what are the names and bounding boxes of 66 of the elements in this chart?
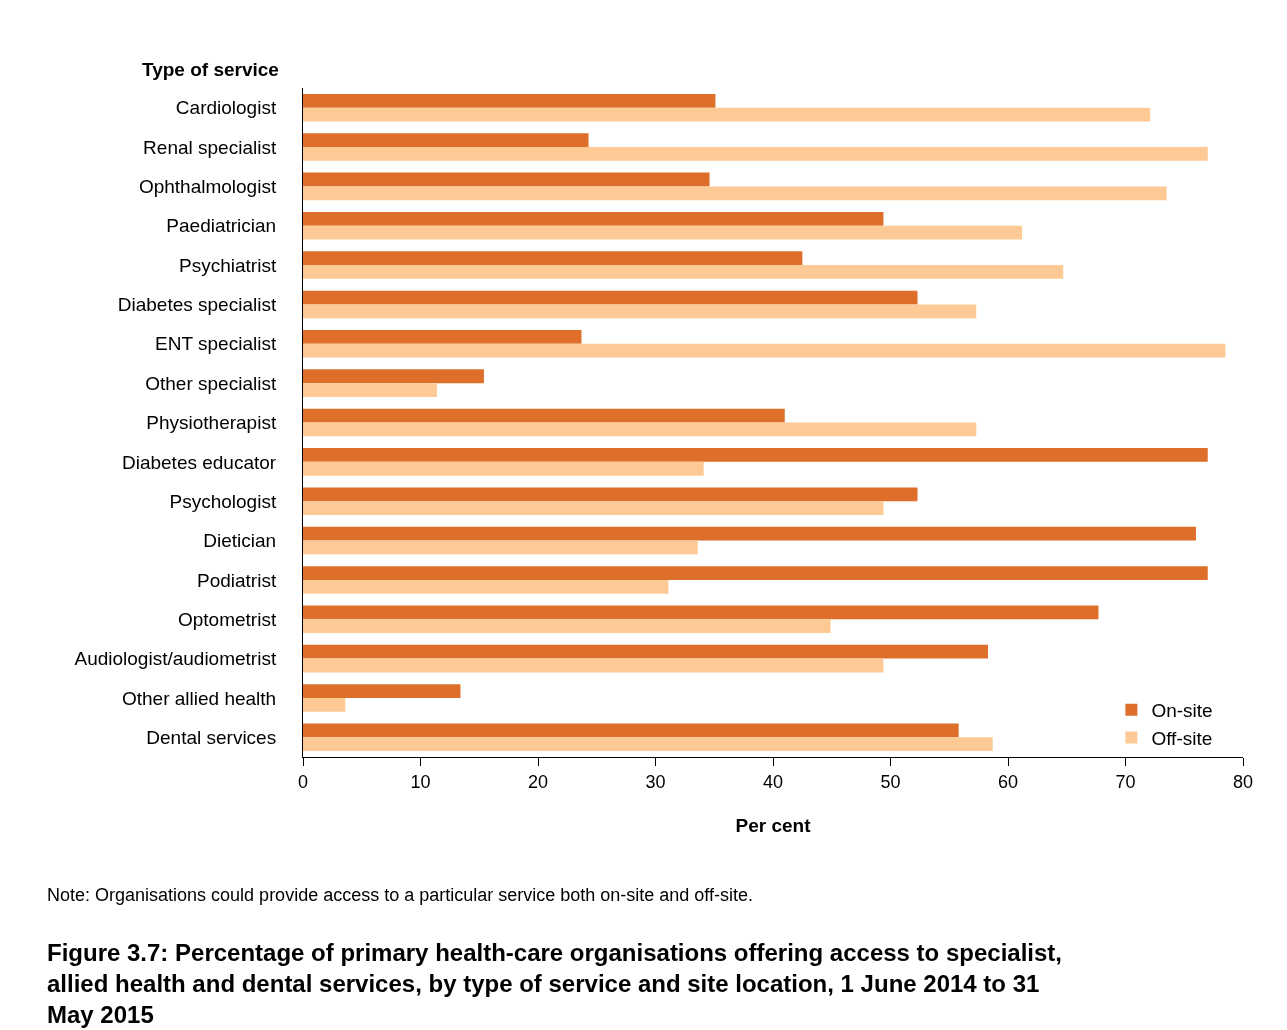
bar — [303, 147, 1208, 161]
x-tick-label: 50 — [880, 771, 901, 792]
bar — [303, 684, 461, 698]
x-tick-label: 70 — [1115, 771, 1136, 792]
bar — [303, 605, 1099, 620]
bar — [303, 501, 884, 515]
bar — [303, 304, 977, 319]
bar — [303, 290, 918, 305]
bar — [303, 461, 704, 476]
bar — [303, 383, 437, 397]
y-tick-label: Psychologist — [169, 490, 277, 512]
y-tick-label: Dental services — [146, 726, 277, 748]
bar — [303, 133, 589, 148]
y-tick-label: Ophthalmologist — [138, 176, 277, 198]
bar — [303, 644, 989, 659]
y-tick-label: Renal specialist — [143, 136, 277, 158]
y-tick-label: Other specialist — [145, 372, 277, 394]
y-tick-label: Diabetes specialist — [117, 294, 277, 316]
bar — [303, 225, 1023, 240]
bar — [303, 658, 884, 673]
bar — [303, 343, 1226, 358]
bar — [303, 369, 484, 384]
bar — [303, 448, 1208, 462]
bar — [303, 330, 582, 344]
legend-label: Off-site — [1151, 727, 1213, 749]
bar — [303, 186, 1167, 201]
y-tick-label: Podiatrist — [197, 569, 277, 591]
bar — [303, 737, 993, 752]
bar — [303, 107, 1151, 122]
bar — [303, 422, 977, 437]
y-axis-title: Type of service — [142, 59, 279, 80]
legend-label: On-site — [1151, 700, 1213, 722]
x-tick-label: 40 — [762, 771, 784, 792]
text: Note: Organisations could provide access to a particular service both on-site and off-site. — [47, 885, 754, 905]
bar — [303, 487, 918, 502]
bar — [303, 265, 1064, 279]
x-tick-label: 10 — [410, 771, 431, 792]
x-tick-label: 80 — [1232, 771, 1254, 792]
bar — [303, 566, 1208, 580]
bar — [303, 211, 884, 226]
x-tick-label: 20 — [527, 771, 549, 792]
bar — [303, 251, 803, 266]
x-tick-label: 60 — [997, 771, 1019, 792]
y-tick-label: Audiologist/audiometrist — [74, 648, 277, 670]
y-tick-label: Other allied health — [121, 687, 277, 709]
y-tick-label: Physiotherapist — [146, 412, 277, 434]
y-tick-label: Dietician — [203, 530, 277, 552]
bar — [303, 697, 346, 712]
y-tick-label: Optometrist — [178, 608, 277, 630]
y-tick-label: ENT specialist — [155, 333, 277, 355]
bar — [303, 619, 831, 634]
bar — [303, 172, 710, 187]
bar — [303, 408, 785, 423]
text: Figure 3.7: Percentage of primary health-care organisations offering access to specialist, allied health and dental services, by type of service and site location, 1 June 2014 to 31 May 2015 — [47, 939, 1062, 1029]
x-tick-label: 30 — [645, 771, 666, 792]
bar — [303, 93, 716, 108]
bar — [303, 526, 1196, 541]
x-axis-title: Per cent — [735, 815, 812, 837]
y-tick-label: Paediatrician — [166, 215, 277, 237]
y-tick-label: Diabetes educator — [121, 451, 277, 473]
y-tick-label: Psychiatrist — [179, 254, 277, 276]
bar — [303, 579, 669, 594]
bar — [303, 723, 959, 738]
bar — [303, 540, 698, 555]
x-tick-label: 0 — [297, 771, 309, 792]
y-tick-label: Cardiologist — [175, 97, 277, 119]
